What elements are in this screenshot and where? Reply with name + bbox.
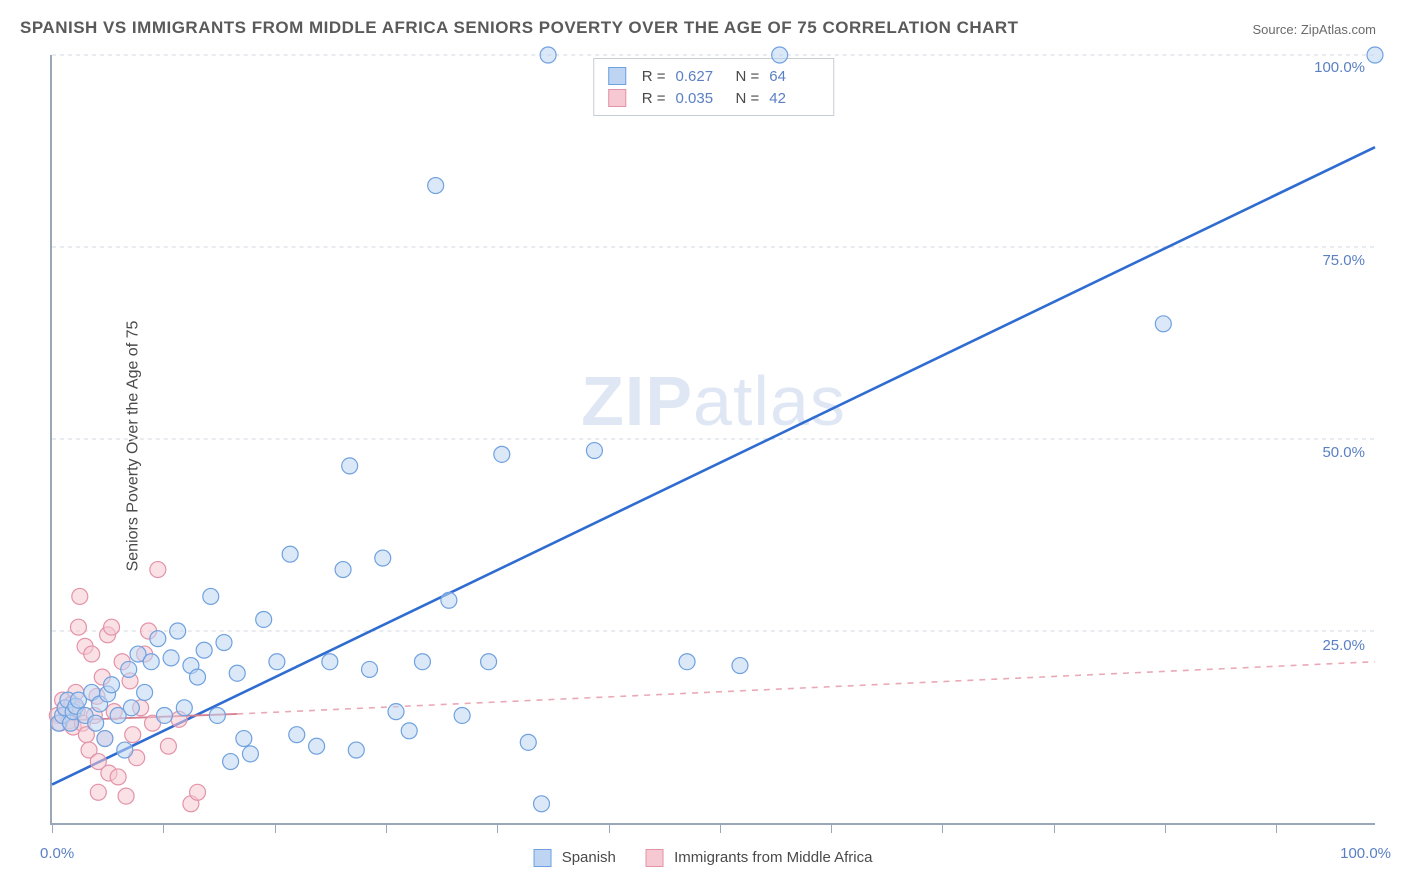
x-tick-mark [386,823,387,833]
chart-title: SPANISH VS IMMIGRANTS FROM MIDDLE AFRICA… [20,18,1019,38]
x-tick-mark [1276,823,1277,833]
x-tick-mark [720,823,721,833]
legend-item-spanish: Spanish [534,849,616,867]
x-axis-min-label: 0.0% [40,845,74,862]
x-tick-mark [497,823,498,833]
chart-svg [52,55,1375,823]
series-legend: Spanish Immigrants from Middle Africa [534,849,873,867]
x-tick-mark [609,823,610,833]
x-tick-mark [52,823,53,833]
y-tick-label: 75.0% [1322,252,1365,269]
swatch-spanish-icon [534,849,552,867]
legend-item-immigrants: Immigrants from Middle Africa [646,849,873,867]
y-tick-label: 100.0% [1314,59,1365,76]
x-tick-mark [1054,823,1055,833]
x-axis-max-label: 100.0% [1340,845,1391,862]
x-tick-mark [942,823,943,833]
x-tick-mark [275,823,276,833]
x-tick-mark [163,823,164,833]
x-tick-mark [1165,823,1166,833]
source-attribution: Source: ZipAtlas.com [1252,22,1376,37]
legend-label-immigrants: Immigrants from Middle Africa [674,849,872,866]
y-tick-label: 25.0% [1322,637,1365,654]
x-tick-mark [831,823,832,833]
swatch-immigrants-icon [646,849,664,867]
plot-area: ZIPatlas R = 0.627 N = 64 R = 0.035 N = … [50,55,1375,825]
y-tick-label: 50.0% [1322,444,1365,461]
legend-label-spanish: Spanish [562,849,616,866]
